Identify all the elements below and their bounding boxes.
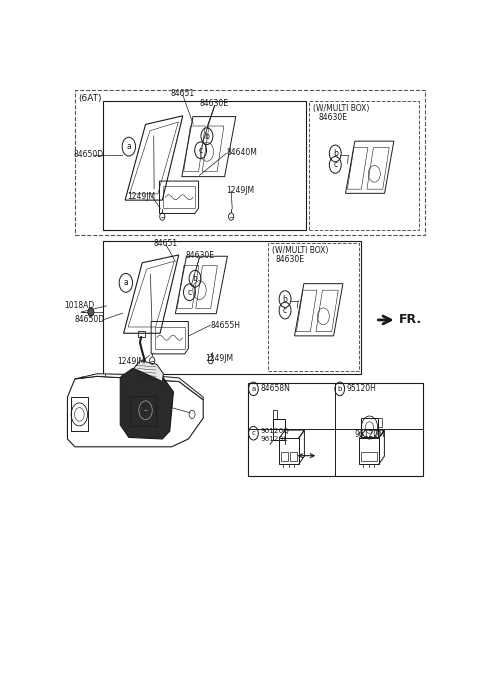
Polygon shape [133, 361, 163, 382]
Text: 84651: 84651 [154, 239, 178, 247]
Text: 96120Q: 96120Q [260, 428, 289, 434]
Text: b: b [204, 132, 209, 140]
Text: a: a [252, 386, 255, 392]
Text: 84650D: 84650D [75, 315, 105, 325]
Text: c: c [199, 146, 203, 155]
Text: a: a [126, 142, 131, 151]
Text: 84630E: 84630E [185, 251, 214, 260]
Text: (6AT): (6AT) [79, 94, 102, 104]
Text: c: c [283, 306, 287, 315]
Text: b: b [192, 274, 197, 283]
Text: b: b [333, 149, 338, 158]
FancyBboxPatch shape [130, 396, 156, 426]
Text: 84640M: 84640M [227, 148, 258, 157]
Text: 84630E: 84630E [276, 256, 305, 264]
Text: 96120L: 96120L [260, 437, 287, 443]
Text: c: c [252, 431, 255, 436]
Polygon shape [75, 374, 203, 400]
Text: (W/MULTI BOX): (W/MULTI BOX) [272, 246, 328, 256]
Text: c: c [333, 161, 337, 170]
Text: 84630E: 84630E [200, 99, 229, 108]
Text: b: b [337, 386, 342, 392]
Text: 95120H: 95120H [347, 384, 376, 393]
Polygon shape [120, 369, 173, 439]
Text: c: c [187, 287, 192, 297]
Text: a: a [123, 279, 128, 287]
Circle shape [88, 308, 94, 316]
Text: 1249JM: 1249JM [118, 357, 145, 366]
Text: 84650D: 84650D [73, 151, 103, 159]
Text: 84655H: 84655H [211, 321, 240, 330]
Text: 1249JM: 1249JM [205, 354, 233, 363]
Text: FR.: FR. [398, 313, 421, 326]
Text: 84630E: 84630E [319, 113, 348, 122]
Text: b: b [283, 294, 288, 304]
Text: 84651: 84651 [171, 89, 195, 98]
Text: 84658N: 84658N [260, 384, 290, 393]
Text: 1018AD: 1018AD [64, 301, 94, 311]
Text: 1249JM: 1249JM [227, 186, 254, 195]
Text: 1249JM: 1249JM [127, 193, 155, 201]
Text: (W/MULTI BOX): (W/MULTI BOX) [313, 104, 369, 113]
Text: 96120M: 96120M [355, 430, 386, 439]
